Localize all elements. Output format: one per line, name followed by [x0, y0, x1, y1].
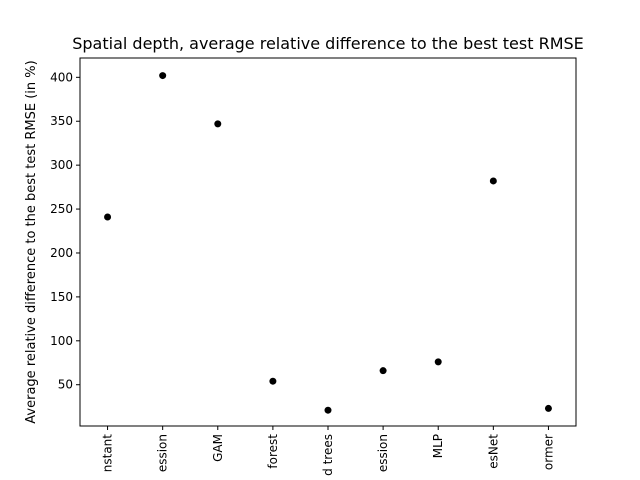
x-tick-label: ession	[376, 434, 390, 472]
x-tick-label: GAM	[211, 434, 225, 462]
y-tick-label: 250	[50, 202, 73, 216]
data-points	[104, 72, 552, 414]
data-point	[434, 358, 442, 366]
x-tick-label: ormer	[541, 434, 555, 470]
y-tick-label: 100	[50, 334, 73, 348]
x-tick-label: nstant	[101, 434, 115, 473]
y-axis-label: Average relative difference to the best …	[24, 60, 39, 423]
x-tick-label: MLP	[431, 434, 445, 458]
data-point	[159, 72, 167, 80]
plot-area	[79, 57, 577, 427]
data-point	[214, 120, 222, 128]
x-axis: nstant ession GAM forest d trees ession MLP esN…	[101, 426, 555, 476]
data-point	[269, 377, 277, 385]
x-tick-label: ession	[156, 434, 170, 472]
y-tick-label: 400	[50, 70, 73, 84]
data-point	[489, 177, 497, 185]
y-tick-label: 350	[50, 114, 73, 128]
x-tick-label: d trees	[321, 434, 335, 476]
chart-title: Spatial depth, average relative differen…	[72, 34, 584, 53]
x-tick-label: esNet	[486, 434, 500, 469]
y-tick-label: 150	[50, 290, 73, 304]
y-tick-label: 300	[50, 158, 73, 172]
data-point	[379, 367, 387, 375]
data-point	[324, 406, 332, 414]
y-tick-label: 50	[58, 378, 73, 392]
y-tick-label: 200	[50, 246, 73, 260]
data-point	[544, 404, 552, 412]
data-point	[104, 213, 112, 221]
x-tick-label: forest	[266, 434, 280, 469]
y-axis: 50 100 150 200 250 300 350 400	[50, 70, 80, 392]
